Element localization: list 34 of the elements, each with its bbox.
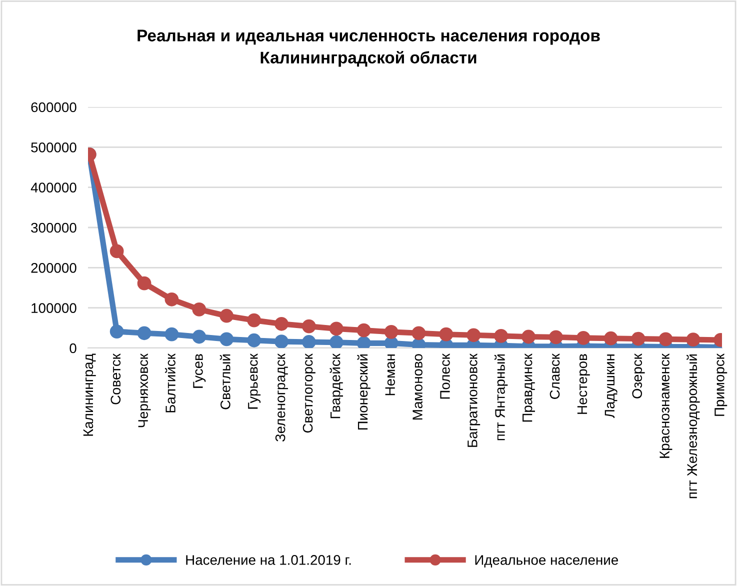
x-tick-label: Ладушкин [604,354,618,418]
x-tick-label: Светлогорск [302,353,316,433]
x-tick-label: Гвардейск [330,353,343,418]
x-tick-label: Гурьевск [248,353,261,409]
x-tick-label: Гусев [193,354,206,388]
chart-title: Реальная и идеальная численность населения городов Калининградской области [138,30,600,67]
x-tick-label: Пионерский [357,354,370,430]
x-tick-label: пгт Янтарный [494,354,508,440]
legend-label: Население на 1.01.2019 г. [186,555,351,565]
x-tick-label: пгт Железнодорожный [686,354,700,498]
x-tick-label: Багратионовск [468,353,480,447]
x-tick-label: Зеленоградск [275,353,288,442]
y-tick-label: 0 [70,343,76,354]
x-tick-label: Неман [385,354,396,396]
x-tick-label: Черняховск [138,353,151,428]
x-tick-label: Приморск [714,353,728,416]
x-tick-label: Балтийск [164,353,176,412]
x-tick-label: Краснознаменск [660,353,672,458]
legend-label: Идеальное население [475,555,618,568]
y-tick-label: 300000 [31,222,76,233]
x-tick-label: Советск [110,353,121,404]
x-tick-label: Мамоново [412,354,422,420]
y-tick-label: 200000 [31,263,76,273]
y-tick-label: 400000 [30,182,76,193]
y-tick-label: 100000 [32,303,76,314]
x-tick-label: Славск [550,353,560,399]
y-tick-label: 500000 [31,142,76,152]
x-tick-label: Полеск [440,353,450,399]
x-tick-label: Озерск [632,353,645,398]
x-tick-label: Светлый [220,354,230,410]
y-tick-label: 600000 [31,102,76,112]
x-tick-label: Нестеров [577,354,590,414]
x-tick-label: Калининград [83,354,96,436]
x-tick-label: Правдинск [522,353,535,422]
